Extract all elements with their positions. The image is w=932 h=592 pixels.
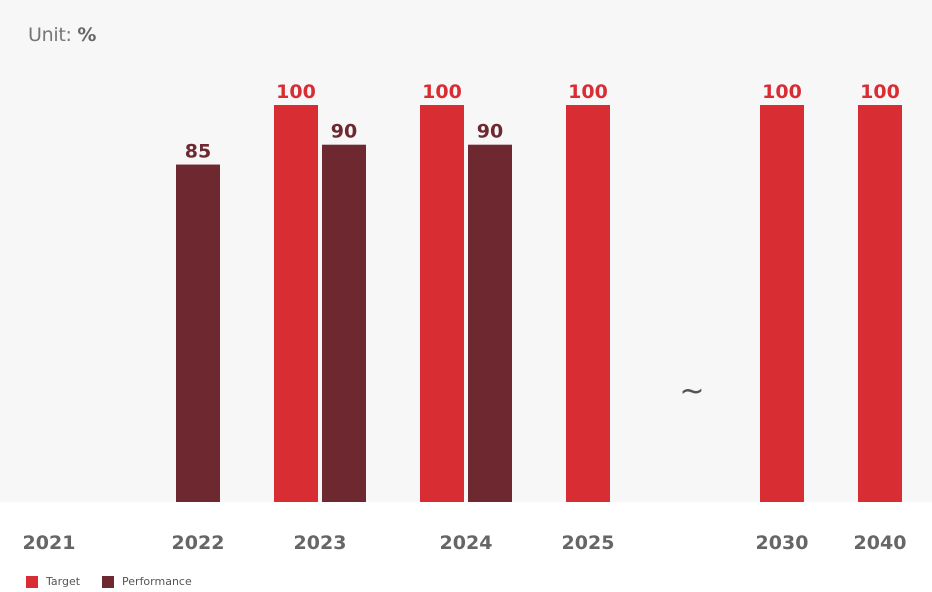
legend-item-target: Target: [26, 575, 80, 588]
legend-item-performance: Performance: [102, 575, 192, 588]
x-tick-label-2025: 2025: [562, 532, 615, 554]
bar-target-2024: [420, 105, 464, 502]
axis-break-symbol: ~: [679, 374, 704, 409]
unit-label: Unit: %: [28, 24, 96, 46]
bar-performance-2024: [468, 144, 512, 502]
unit-value: %: [77, 24, 97, 46]
bar-target-2023: [274, 105, 318, 502]
bar-label-target-2023: 100: [276, 81, 316, 103]
legend: Target Performance: [26, 575, 214, 588]
bar-target-2025: [566, 105, 610, 502]
bar-label-target-2025: 100: [568, 81, 608, 103]
bar-target-2030: [760, 105, 804, 502]
bar-label-target-2024: 100: [422, 81, 462, 103]
bar-label-target-2030: 100: [762, 81, 802, 103]
bar-label-performance-2023: 90: [331, 121, 357, 143]
legend-label-performance: Performance: [122, 575, 192, 588]
x-tick-label-2023: 2023: [294, 532, 347, 554]
x-tick-label-2040: 2040: [854, 532, 907, 554]
bar-performance-2023: [322, 144, 366, 502]
x-tick-label-2030: 2030: [756, 532, 809, 554]
bar-performance-2022: [176, 164, 220, 503]
x-tick-label-2024: 2024: [440, 532, 493, 554]
unit-prefix: Unit:: [28, 24, 72, 46]
legend-swatch-performance: [102, 575, 115, 588]
bar-label-target-2040: 100: [860, 81, 900, 103]
x-tick-label-2021: 2021: [23, 532, 76, 554]
legend-swatch-target: [26, 575, 38, 588]
bar-target-2040: [858, 105, 902, 502]
bar-label-performance-2022: 85: [185, 141, 211, 163]
legend-label-target: Target: [46, 575, 81, 588]
bar-label-performance-2024: 90: [477, 121, 503, 143]
x-tick-label-2022: 2022: [172, 532, 225, 554]
